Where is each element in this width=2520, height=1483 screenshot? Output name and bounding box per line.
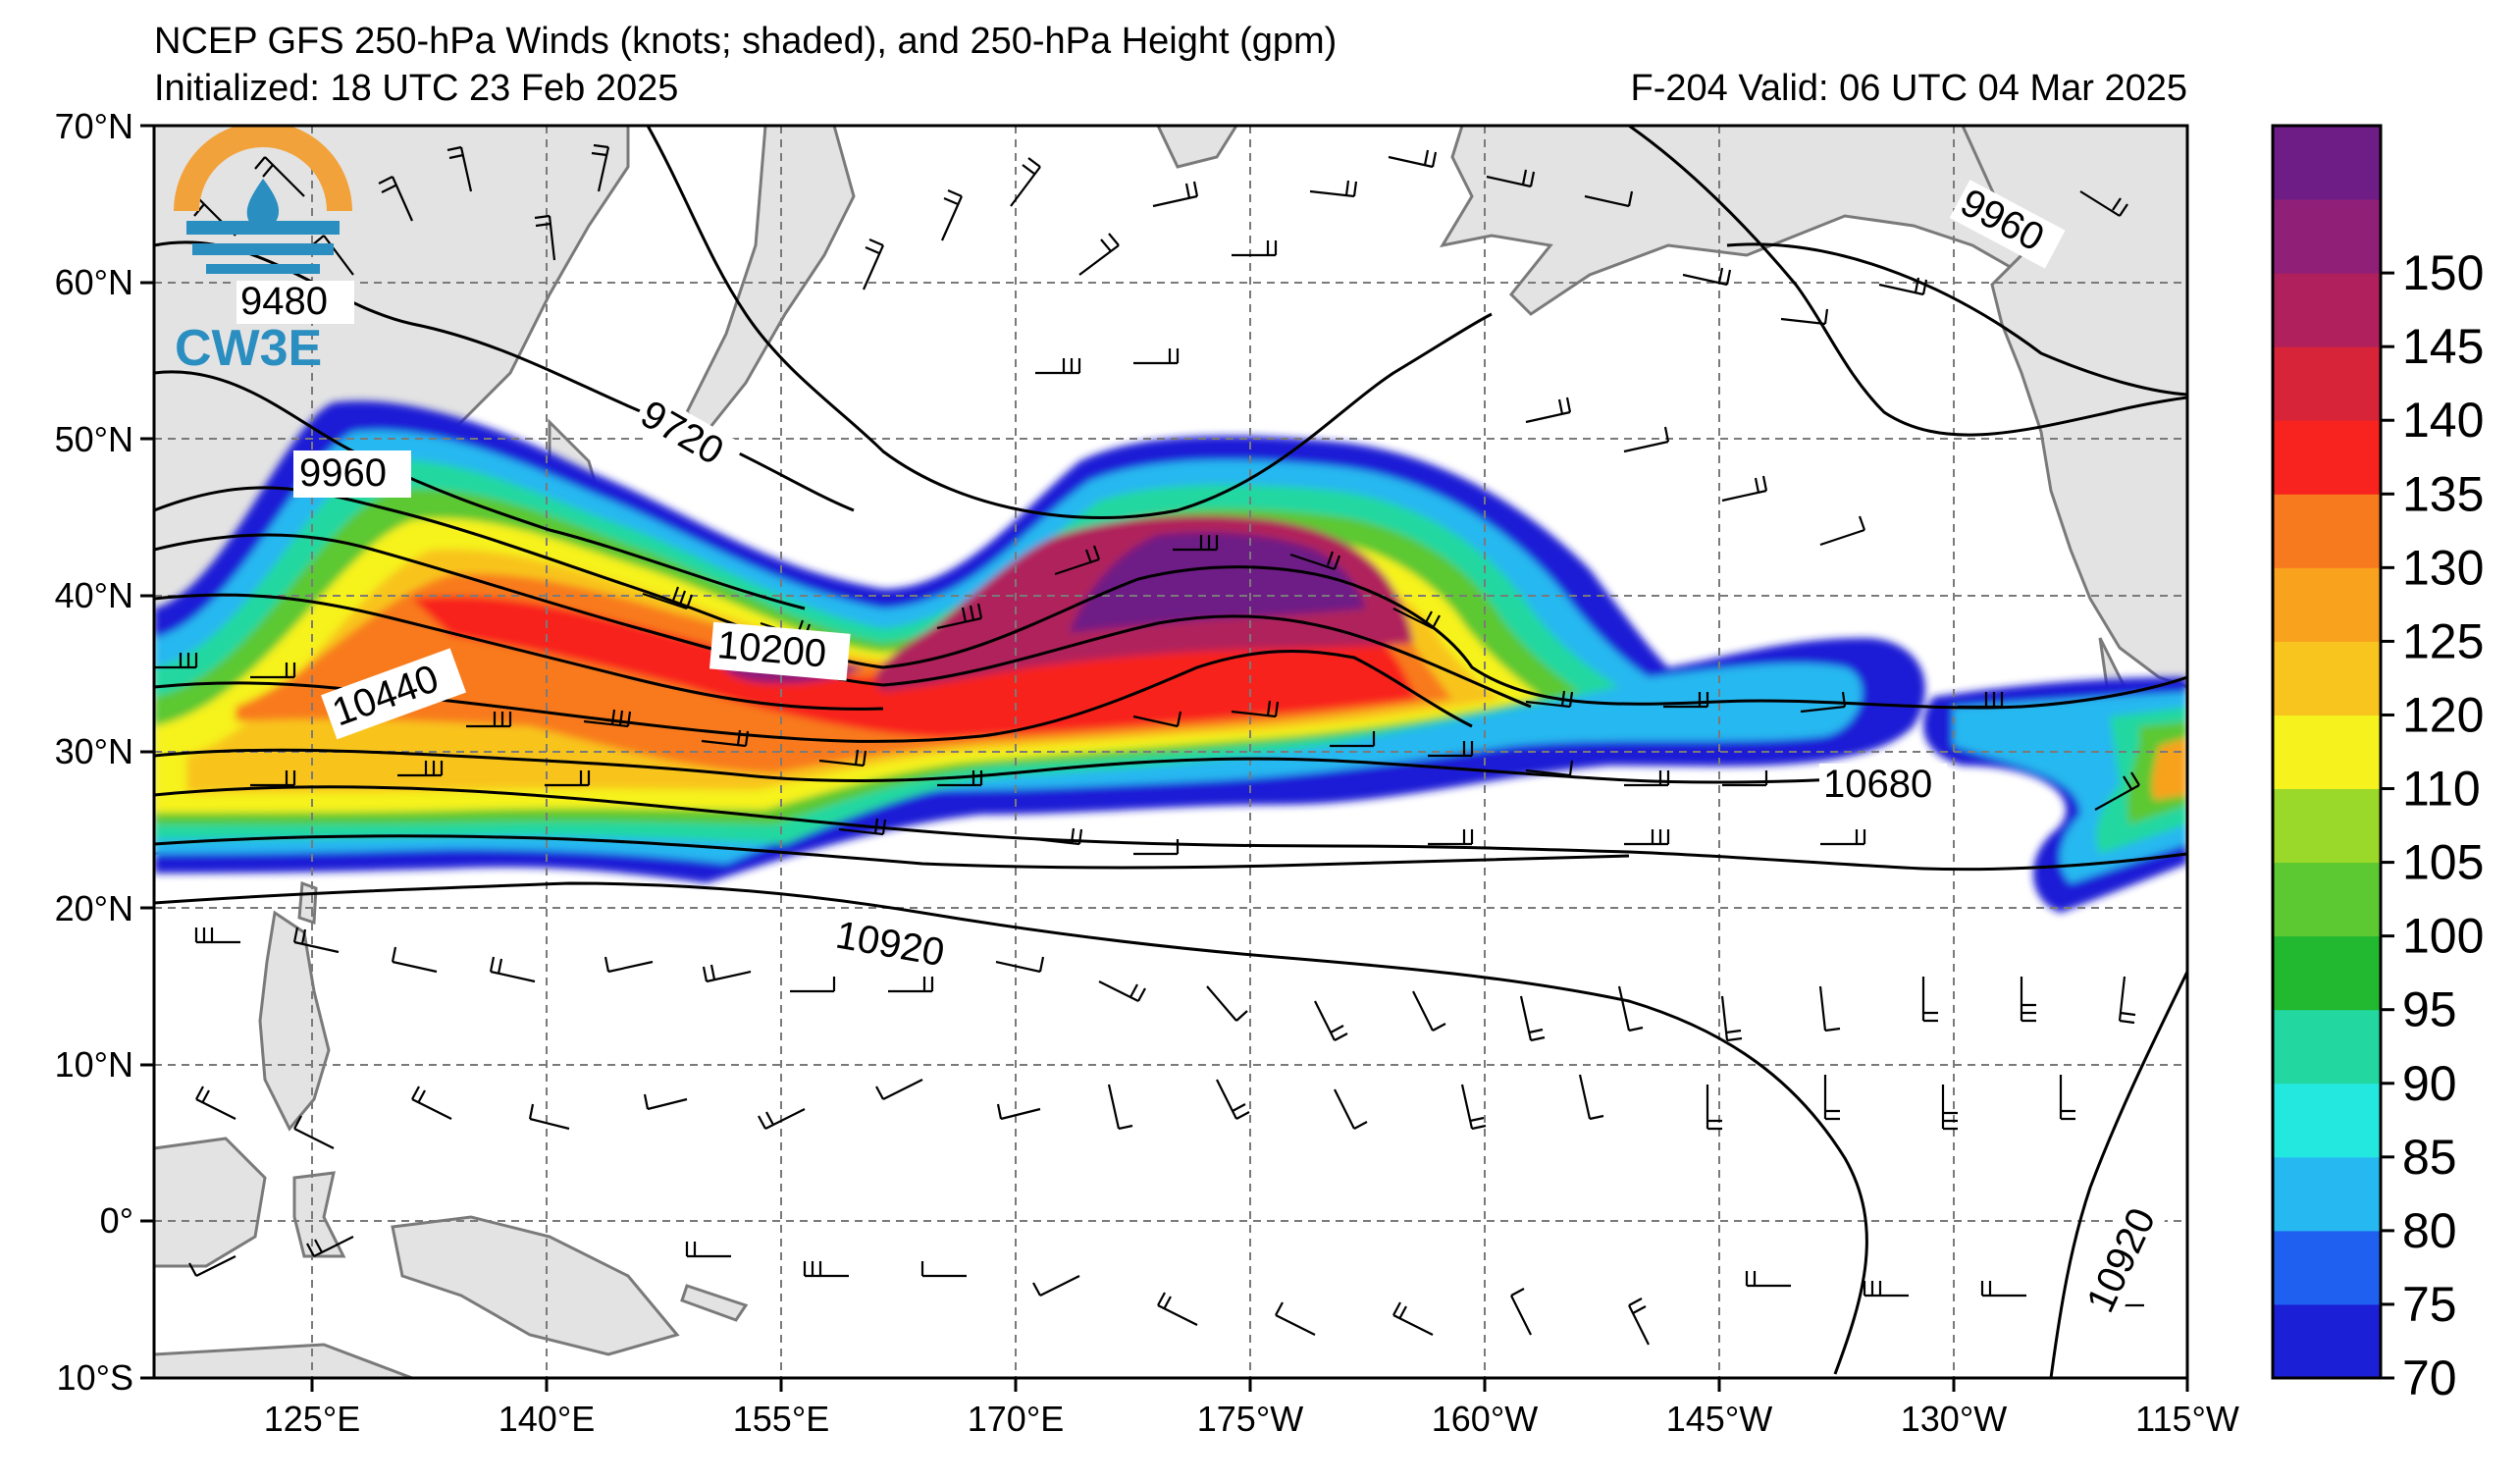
graticule [154,126,2187,1378]
lon-label: 155°E [733,1399,829,1439]
colorbar-swatch [2273,346,2381,421]
initialized-time: Initialized: 18 UTC 23 Feb 2025 [154,68,678,109]
colorbar-frame [2271,124,2383,1380]
colorbar-label: 85 [2402,1130,2457,1185]
colorbar-swatch [2273,1083,2381,1158]
colorbar-swatch [2273,1303,2381,1379]
lat-label: 50°N [55,419,133,459]
colorbar-swatch [2273,641,2381,715]
lat-label: 0° [100,1200,133,1241]
colorbar-label: 75 [2402,1277,2457,1332]
colorbar-swatch [2273,494,2381,568]
colorbar-swatch [2273,126,2381,200]
lat-label: 60°N [55,262,133,302]
axis-tick-marks [140,124,2189,1392]
figure-title: NCEP GFS 250-hPa Winds (knots; shaded), … [154,21,1337,62]
valid-time: F-204 Valid: 06 UTC 04 Mar 2025 [1631,68,2187,109]
lon-label: 175°W [1197,1399,1303,1439]
colorbar-swatch [2273,1230,2381,1305]
lat-label: 20°N [55,888,133,928]
lon-label: 125°E [264,1399,360,1439]
contour-label-10680: 10680 [1823,763,1932,806]
colorbar-label: 120 [2402,687,2484,742]
lon-label: 115°W [2135,1399,2239,1439]
colorbar-label: 110 [2402,762,2481,817]
colorbar-label: 90 [2402,1056,2457,1111]
cw3e-logo: CW3E [174,126,352,377]
contour-label-10200: 10200 [715,623,828,676]
colorbar-label: 145 [2402,319,2484,374]
colorbar-swatch [2273,1156,2381,1232]
longitude-labels: 125°E 140°E 155°E 170°E 175°W 160°W 145°… [264,1399,2239,1439]
colorbar-swatch [2273,862,2381,937]
logo-text: CW3E [175,320,322,377]
colorbar-label: 125 [2402,613,2484,668]
water-drop-icon [246,179,280,231]
colorbar-label: 130 [2402,540,2484,595]
colorbar-label: 140 [2402,393,2484,448]
lat-label: 70°N [55,106,133,146]
map-panel: 9480 9720 9960 9960 10200 10440 10680 10… [154,126,2187,1378]
colorbar-label: 100 [2402,909,2484,964]
colorbar-swatch [2273,420,2381,495]
lat-label: 40°N [55,575,133,615]
colorbar-swatch [2273,273,2381,347]
lat-label: 30°N [55,731,133,771]
colorbar-swatch [2273,788,2381,864]
colorbar-swatch [2273,567,2381,642]
colorbar-label: 135 [2402,466,2484,521]
colorbar-swatch [2273,715,2381,790]
contour-label-9480: 9480 [240,280,328,323]
colorbar-label: 105 [2402,835,2484,890]
lat-label: 10°N [55,1044,133,1085]
lat-label: 10°S [57,1357,133,1398]
colorbar-swatch [2273,1009,2381,1085]
colorbar-label: 95 [2402,982,2457,1037]
lon-label: 170°E [968,1399,1064,1439]
contour-label-9960-west: 9960 [299,451,387,495]
wind-barbs [154,143,2144,1346]
lon-label: 160°W [1432,1399,1538,1439]
lon-label: 140°E [499,1399,595,1439]
lon-label: 145°W [1666,1399,1772,1439]
colorbar: 70 75 80 85 90 95 100 105 110 120 125 130 135 140 145 1… [2271,124,2484,1405]
colorbar-label: 70 [2402,1351,2457,1405]
lon-label: 130°W [1901,1399,2007,1439]
colorbar-swatch [2273,199,2381,274]
colorbar-label: 80 [2402,1203,2457,1258]
colorbar-label: 150 [2402,245,2484,300]
colorbar-swatch [2273,935,2381,1011]
latitude-labels: 70°N 60°N 50°N 40°N 30°N 20°N 10°N 0° 10… [55,106,133,1398]
